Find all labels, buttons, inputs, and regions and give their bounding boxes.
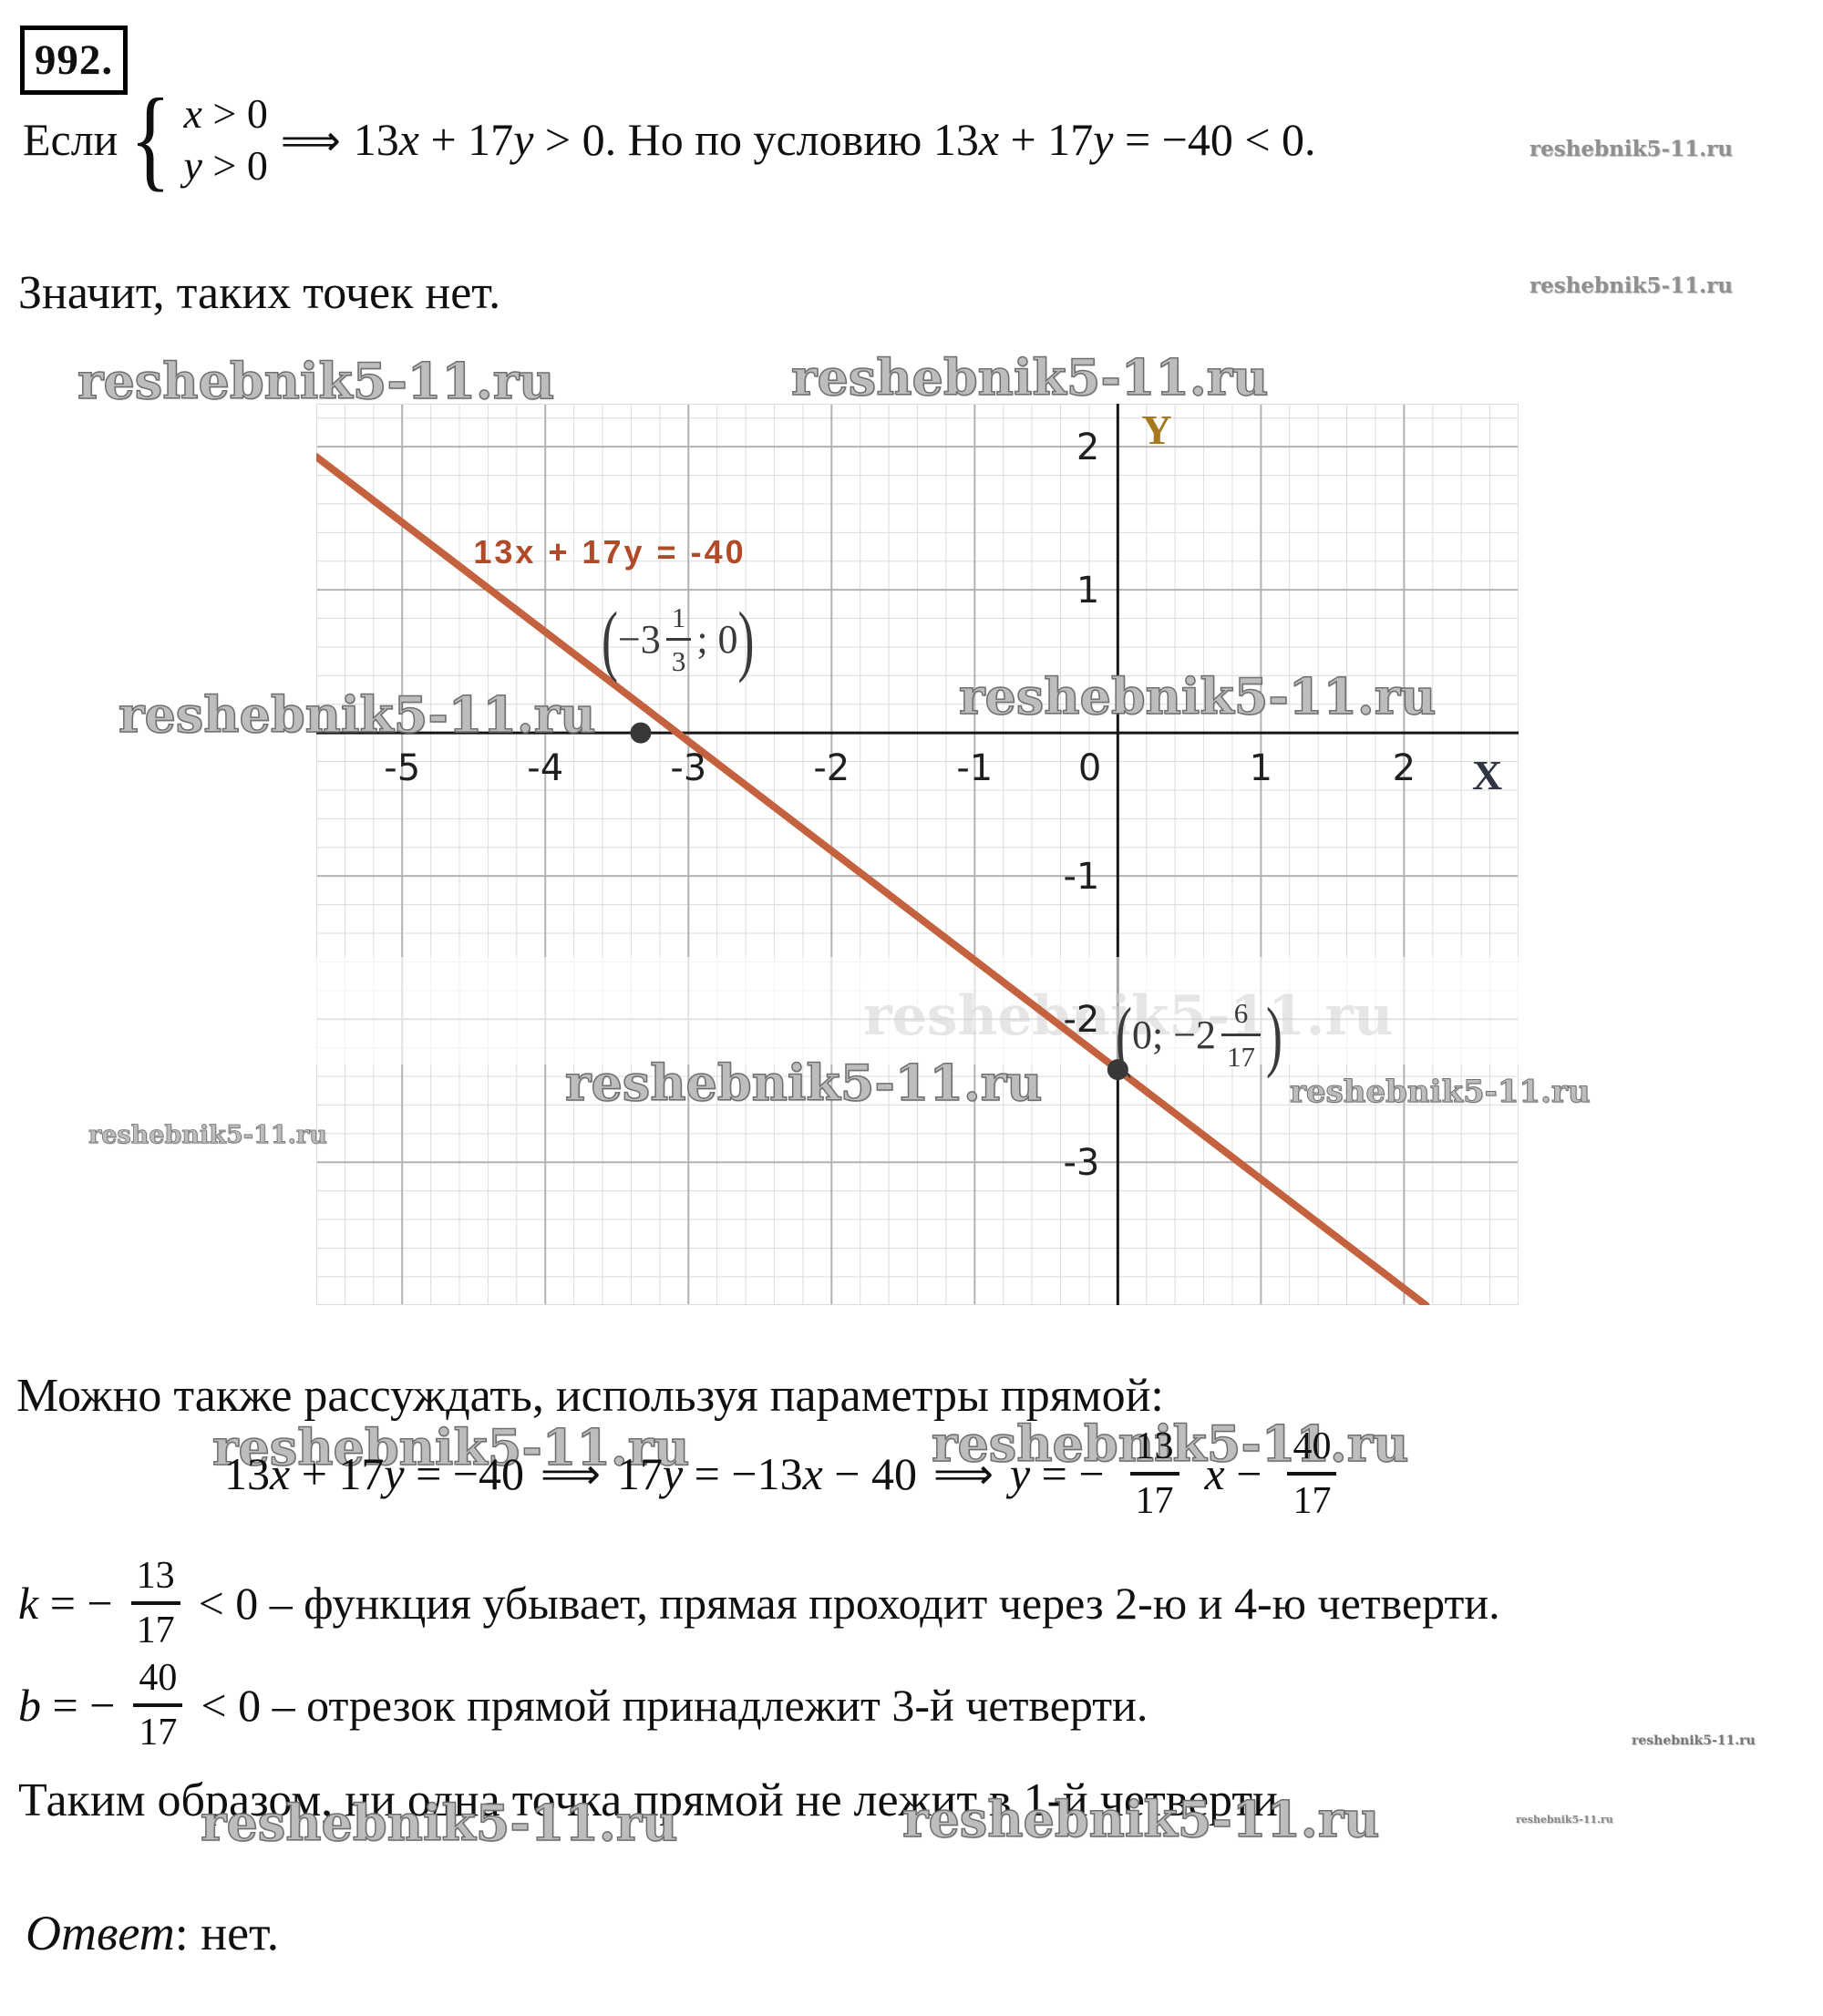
- svg-text:-5: -5: [384, 747, 420, 789]
- implies-arrow-icon: ⟹: [541, 1448, 601, 1498]
- close-paren: ): [737, 595, 755, 684]
- point-label-y-intercept: ( 0; −2 6 17 ): [1116, 992, 1282, 1079]
- problem-number-box: 992.: [20, 26, 128, 95]
- given-condition-line: Если { x > 0 y > 0 ⟹ 13x + 17y > 0. Но п…: [23, 77, 1316, 203]
- watermark: reshebnik5-11.ru: [1529, 273, 1733, 298]
- answer-line: Ответ: нет.: [26, 1906, 280, 1960]
- svg-text:-1: -1: [956, 747, 993, 789]
- fraction: 1 3: [665, 603, 692, 675]
- system-brace: {: [129, 77, 171, 203]
- problem-number: 992.: [34, 36, 114, 84]
- watermark: reshebnik5-11.ru: [958, 666, 1437, 726]
- point-label-x-intercept: ( −3 1 3 ; 0 ): [602, 596, 755, 684]
- watermark: reshebnik5-11.ru: [931, 1414, 1409, 1474]
- open-paren: (: [1116, 991, 1132, 1079]
- k-equation: k = −: [18, 1577, 113, 1629]
- slope-analysis-line: k = − 13 17 < 0 – функция убывает, пряма…: [18, 1557, 1500, 1650]
- implies-arrow-icon: ⟹: [280, 115, 341, 165]
- watermark: reshebnik5-11.ru: [118, 684, 596, 745]
- svg-text:1: 1: [1076, 570, 1099, 612]
- equation-step: x −: [1204, 1447, 1262, 1499]
- watermark: reshebnik5-11.ru: [200, 1793, 678, 1853]
- watermark: reshebnik5-11.ru: [564, 1053, 1043, 1113]
- svg-text:-3: -3: [1063, 1142, 1099, 1184]
- system-row-y: y > 0: [183, 141, 268, 189]
- point-label-text: 0; −2: [1131, 1013, 1217, 1057]
- svg-text:-1: -1: [1063, 856, 1099, 898]
- derivation-line: 13x + 17y = −40 ⟹ 17y = −13x − 40 ⟹ y = …: [224, 1427, 1345, 1520]
- equation-step: 13x + 17y = −40: [224, 1447, 525, 1499]
- point-label-text: −3: [617, 617, 661, 662]
- open-paren: (: [602, 595, 618, 684]
- watermark: reshebnik5-11.ru: [1516, 1814, 1613, 1826]
- intro-prefix: Если: [23, 114, 118, 166]
- close-paren: ): [1266, 991, 1283, 1079]
- watermark: reshebnik5-11.ru: [790, 347, 1269, 407]
- svg-text:-2: -2: [1063, 999, 1099, 1041]
- svg-text:-4: -4: [527, 747, 563, 789]
- param-intro-line: Можно также рассуждать, используя параме…: [16, 1370, 1164, 1422]
- watermark: reshebnik5-11.ru: [211, 1417, 690, 1477]
- svg-text:-3: -3: [670, 747, 706, 789]
- answer-value: : нет.: [174, 1906, 280, 1960]
- coordinate-plane-chart: reshebnik5-11.ru 13x + 17y = -40 -5 -4 -3 -2 -…: [316, 404, 1519, 1305]
- watermark: reshebnik5-11.ru: [77, 351, 555, 411]
- b-explanation: < 0 – отрезок прямой принадлежит 3-й чет…: [201, 1679, 1148, 1731]
- fraction: 40 17: [133, 1659, 183, 1752]
- fraction: 6 17: [1221, 999, 1262, 1071]
- conclusion-line: Значит, таких точек нет.: [18, 267, 501, 319]
- watermark: reshebnik5-11.ru: [1290, 1074, 1591, 1111]
- k-explanation: < 0 – функция убывает, прямая проходит ч…: [198, 1577, 1500, 1629]
- svg-text:reshebnik5-11.ru: reshebnik5-11.ru: [863, 984, 1394, 1048]
- svg-text:0: 0: [1078, 747, 1101, 789]
- system-row-x: x > 0: [183, 90, 268, 137]
- fraction: 13 17: [1129, 1427, 1179, 1520]
- svg-text:2: 2: [1393, 747, 1416, 789]
- point-label-text: ; 0: [696, 617, 738, 662]
- svg-text:1: 1: [1250, 747, 1272, 789]
- fraction: 13 17: [130, 1557, 180, 1650]
- implies-arrow-icon: ⟹: [932, 1448, 994, 1498]
- answer-label: Ответ: [26, 1906, 175, 1960]
- intercept-analysis-line: b = − 40 17 < 0 – отрезок прямой принадл…: [18, 1659, 1148, 1752]
- svg-text:13x + 17y = -40: 13x + 17y = -40: [473, 533, 746, 571]
- svg-text:-2: -2: [813, 747, 850, 789]
- fraction: 40 17: [1287, 1427, 1337, 1520]
- svg-text:2: 2: [1076, 427, 1099, 468]
- final-statement: Таким образом, ни одна точка прямой не л…: [18, 1774, 1290, 1826]
- b-equation: b = −: [18, 1679, 116, 1731]
- inequality-system: x > 0 y > 0: [183, 90, 268, 189]
- svg-text:Y: Y: [1141, 406, 1171, 453]
- watermark: reshebnik5-11.ru: [1632, 1733, 1756, 1748]
- watermark: reshebnik5-11.ru: [1529, 137, 1733, 161]
- equation-step: y = −: [1009, 1447, 1105, 1499]
- watermark: reshebnik5-11.ru: [901, 1789, 1380, 1849]
- intro-statement: 13x + 17y > 0. Но по условию 13x + 17y =…: [353, 114, 1316, 166]
- svg-text:X: X: [1472, 752, 1502, 798]
- equation-step: 17y = −13x − 40: [616, 1447, 917, 1499]
- watermark: reshebnik5-11.ru: [88, 1121, 328, 1150]
